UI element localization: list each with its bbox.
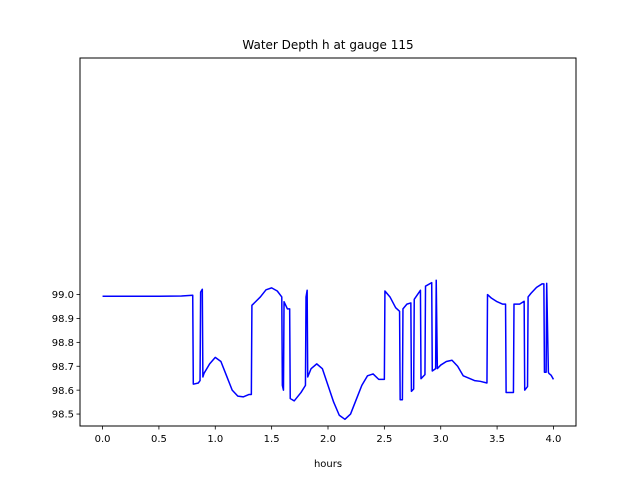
x-tick-label: 1.5 — [264, 434, 280, 445]
x-axis-ticks: 0.0 0.5 1.0 1.5 2.0 2.5 3.0 3.5 4.0 — [95, 426, 562, 445]
x-tick-label: 4.0 — [546, 434, 562, 445]
x-tick-label: 0.0 — [95, 434, 111, 445]
x-tick-label: 3.5 — [489, 434, 505, 445]
y-tick-label: 98.8 — [52, 338, 74, 349]
x-tick-label: 0.5 — [151, 434, 167, 445]
chart-title: Water Depth h at gauge 115 — [242, 38, 413, 52]
y-tick-label: 99.0 — [52, 290, 74, 301]
x-tick-label: 3.0 — [433, 434, 449, 445]
y-tick-label: 98.6 — [52, 386, 74, 397]
series-line-0 — [102, 279, 555, 421]
x-tick-label: 1.0 — [207, 434, 223, 445]
x-tick-label: 2.5 — [376, 434, 392, 445]
x-axis-label: hours — [314, 459, 342, 470]
plot-frame — [79, 57, 577, 427]
x-tick-label: 2.0 — [320, 434, 336, 445]
plot-area — [102, 279, 555, 421]
y-axis-ticks: 98.5 98.6 98.7 98.8 98.9 99.0 — [52, 290, 80, 421]
y-tick-label: 98.7 — [52, 362, 74, 373]
y-tick-label: 98.5 — [52, 410, 74, 421]
y-tick-label: 98.9 — [52, 314, 74, 325]
